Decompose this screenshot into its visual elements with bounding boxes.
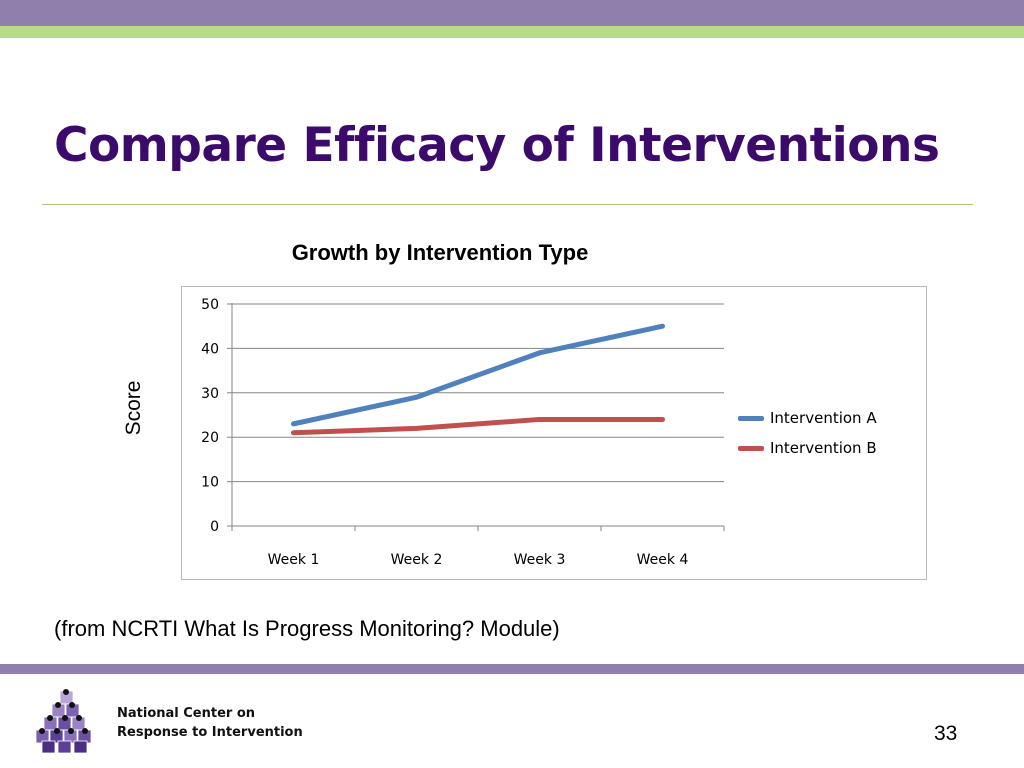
line-chart: 0 10 20 30 40 50 Week 1 Week 2 Week 3 Week 4 [201,297,725,568]
top-green-band [0,26,1024,38]
org-name: National Center on Response to Intervent… [117,704,303,742]
legend-swatch [738,415,764,421]
x-tick-label: Week 1 [268,552,320,568]
y-tick-label: 30 [201,386,219,402]
source-note: (from NCRTI What Is Progress Monitoring?… [54,616,560,641]
legend-label: Intervention B [770,439,877,457]
chart-area: 0 10 20 30 40 50 Week 1 Week 2 Week 3 Week 4 Inte… [181,286,927,580]
legend-item: Intervention A [738,403,877,433]
page-number: 33 [934,722,958,745]
bottom-purple-band [0,664,1024,674]
legend-swatch [738,445,764,451]
y-tick-label: 40 [201,341,219,357]
y-tick-label: 50 [201,297,219,313]
chart-legend: Intervention A Intervention B [738,403,877,463]
ncrti-logo [36,689,92,754]
y-tick-label: 0 [210,519,219,535]
slide-title: Compare Efficacy of Interventions [54,118,940,173]
legend-label: Intervention A [770,409,877,427]
y-tick-label: 10 [201,475,219,491]
x-tick-label: Week 2 [391,552,443,568]
chart-title: Growth by Intervention Type [291,240,589,265]
x-tick-label: Week 4 [637,552,689,568]
series-line-b [291,416,665,436]
y-axis-label: Score [122,380,145,436]
legend-item: Intervention B [738,433,877,463]
x-tick-label: Week 3 [514,552,566,568]
top-purple-band [0,0,1024,26]
series-line-a [291,323,665,427]
org-name-line1: National Center on [117,706,256,721]
title-divider [42,204,973,205]
org-name-line2: Response to Intervention [117,725,303,740]
y-tick-label: 20 [201,430,219,446]
